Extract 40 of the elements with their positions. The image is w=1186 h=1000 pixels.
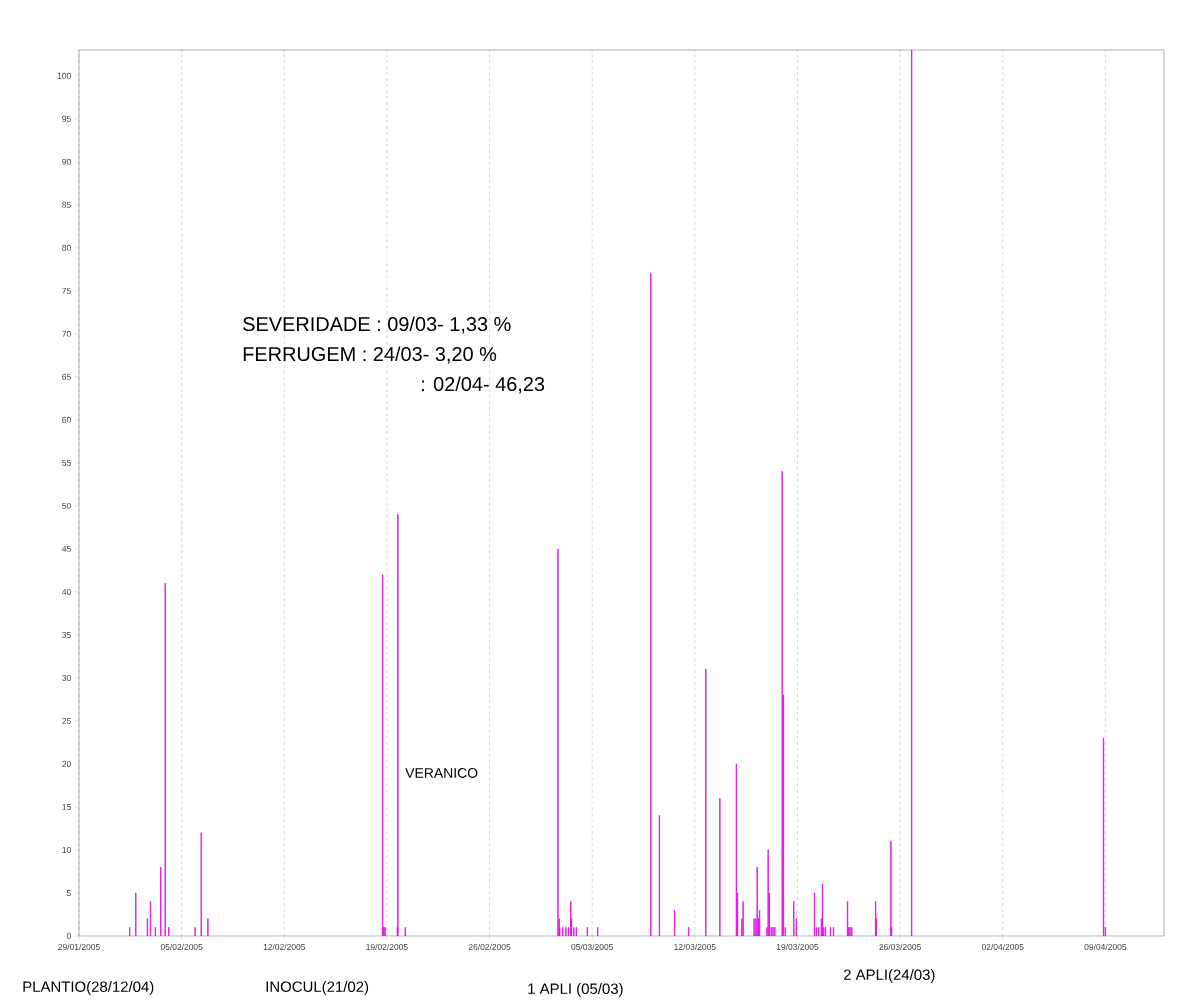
x-tick-label: 29/01/2005 (58, 943, 100, 950)
y-tick-label: 20 (62, 760, 71, 767)
y-tick-label: 25 (62, 717, 71, 724)
y-tick-label: 95 (62, 115, 71, 122)
x-tick-label: 19/03/2005 (776, 943, 819, 950)
y-tick-label: 90 (62, 158, 71, 165)
y-tick-label: 65 (62, 373, 71, 380)
text: INOCUL(21/02) (266, 981, 369, 995)
x-tick-label: 12/02/2005 (263, 943, 306, 950)
x-tick-label: 19/02/2005 (366, 943, 408, 950)
y-tick-label: 30 (62, 674, 71, 681)
text: 1 APLI (05/03) (528, 983, 623, 997)
y-tick-label: 60 (62, 416, 71, 423)
y-tick-label: 50 (62, 502, 71, 509)
x-tick-label: 02/04/2005 (981, 943, 1024, 950)
annotation: SEVERIDADE : 09/03- 1,33 % (243, 316, 511, 334)
y-tick-label: 85 (62, 201, 71, 208)
x-tick-label: 05/03/2005 (571, 943, 614, 950)
y-tick-label: 55 (62, 459, 71, 466)
y-tick-label: 35 (62, 631, 71, 638)
x-tick-label: 05/02/2005 (160, 943, 203, 950)
x-tick-label: 12/03/2005 (674, 943, 716, 950)
y-tick-label: 15 (62, 804, 71, 810)
x-tick-label: 09/04/2005 (1084, 943, 1127, 950)
text: PLANTIO(28/12/04) (23, 981, 154, 995)
y-tick-label: 45 (62, 545, 71, 552)
annotation: : 02/04- 46,23 (422, 376, 545, 394)
x-tick-label: 26/02/2005 (468, 943, 511, 950)
text: 2 APLI(24/03) (843, 969, 935, 983)
x-tick-label: 26/03/2005 (879, 943, 921, 950)
y-tick-label: 0 (66, 932, 71, 939)
y-tick-label: 40 (62, 588, 71, 595)
y-tick-label: 75 (62, 287, 71, 294)
annotation: VERANICO (405, 768, 478, 778)
y-tick-label: 80 (62, 244, 71, 251)
annotation: FERRUGEM : 24/03- 3,20 % (243, 346, 497, 364)
y-tick-label: 70 (62, 330, 71, 337)
y-tick-label: 10 (62, 846, 71, 853)
y-tick-label: 5 (66, 890, 71, 896)
y-tick-label: 100 (57, 72, 71, 79)
